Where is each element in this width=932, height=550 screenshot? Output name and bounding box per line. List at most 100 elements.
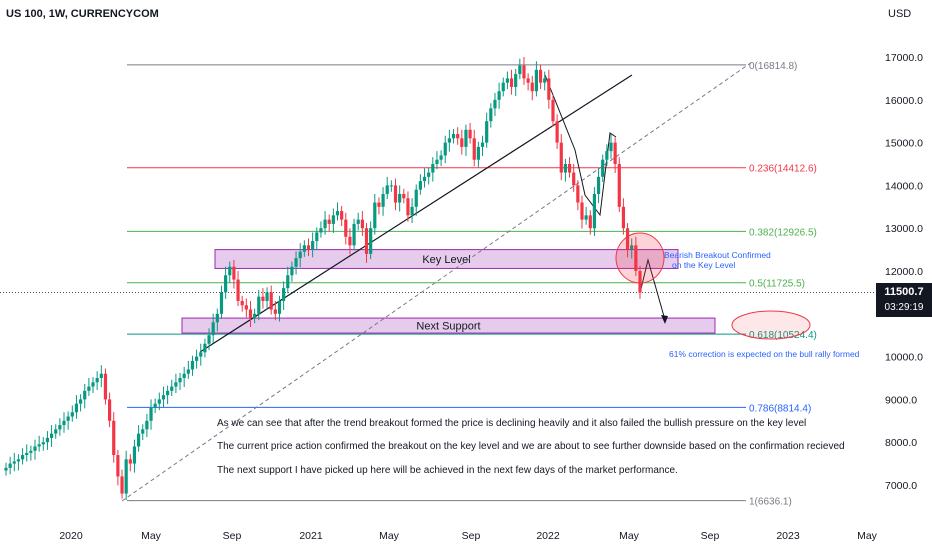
candle-body [427,172,431,177]
bearish-note-line2: on the Key Level [672,260,736,270]
candle-body [29,450,33,453]
y-tick-label: 10000.0 [885,352,923,364]
candle-body [613,142,617,164]
candle-body [489,108,493,122]
candle-body [186,369,190,374]
candle-body [584,215,588,220]
candle-body [141,429,145,434]
candle-body [335,211,340,216]
candle-body [509,78,514,87]
candle-body [576,185,580,203]
candle-body [547,78,551,100]
candle-body [480,142,485,147]
zone-label: Key Level [422,254,470,266]
candle-body [232,266,236,280]
candle-body [70,412,74,417]
candle-body [327,219,331,224]
candle-body [91,382,95,387]
x-tick-label: Sep [223,530,242,542]
candle-body [621,206,626,229]
fib-level-label: 0.618(10524.4) [749,330,817,341]
x-tick-label: Sep [701,530,720,542]
candle-body [161,395,166,400]
candle-body [294,258,298,267]
candle-body [54,429,58,434]
candle-body [37,444,41,447]
candle-body [277,300,282,314]
candle-body [634,245,638,271]
candle-body [638,271,642,293]
candle-body [340,211,344,220]
candle-body [166,390,170,396]
candle-body [190,360,195,370]
candle-body [348,236,352,246]
candle-body [530,82,534,92]
candle-body [476,146,480,160]
y-tick-label: 9000.0 [885,394,917,406]
fib-level-label: 0.5(11725.5) [749,279,805,290]
candle-body [393,185,398,203]
current-price-value: 11500.7 [884,286,924,298]
candle-body [261,296,265,301]
candle-body [124,459,128,494]
candle-body [153,403,157,408]
candle-body [518,65,522,75]
candle-body [431,164,435,173]
fib-level-label: 0.236(14412.6) [749,164,817,175]
x-tick-label: Sep [462,530,481,542]
candle-body [418,181,422,190]
candle-body [534,69,539,92]
candle-body [244,305,248,310]
candle-body [273,309,277,314]
candle-body [78,399,83,404]
candle-body [497,91,501,100]
y-tick-label: 15000.0 [885,138,923,150]
candle-body [253,313,257,319]
candle-body [157,399,161,404]
candle-body [464,129,468,147]
candle-body [456,134,460,139]
candle-body [398,193,402,203]
candle-body [596,176,601,194]
x-tick-label: May [619,530,640,542]
y-tick-label: 13000.0 [885,223,923,235]
fib-diagonal-line [121,61,753,502]
candle-body [323,219,327,229]
candle-body [443,142,447,156]
candle-body [269,292,273,310]
candle-body [501,82,505,92]
candle-body [364,228,369,254]
candle-body [33,446,37,451]
candle-body [514,74,518,87]
candle-body [360,219,364,229]
candle-body [137,433,141,447]
candle-body [236,279,240,301]
candle-body [493,99,497,109]
candle-body [219,292,224,314]
candle-body [224,275,228,293]
candle-body [344,219,348,237]
y-tick-label: 7000.0 [885,480,917,492]
x-tick-label: 2020 [59,530,83,542]
x-tick-label: 2023 [776,530,800,542]
candle-body [319,228,323,233]
x-tick-label: May [141,530,162,542]
candle-body [74,403,79,413]
candle-body [83,390,87,400]
candle-body [95,378,99,383]
candle-body [311,241,315,250]
candle-body [451,134,456,139]
candle-body [207,335,211,344]
candle-body [120,476,124,494]
candle-body [369,228,373,254]
candle-body [170,386,174,391]
candle-body [58,425,62,430]
y-tick-label: 8000.0 [885,437,917,449]
candle-body [302,245,306,252]
candle-body [87,386,91,391]
candle-body [385,185,389,194]
candle-body [601,159,605,177]
candle-body [178,378,182,383]
candle-body [406,198,410,216]
